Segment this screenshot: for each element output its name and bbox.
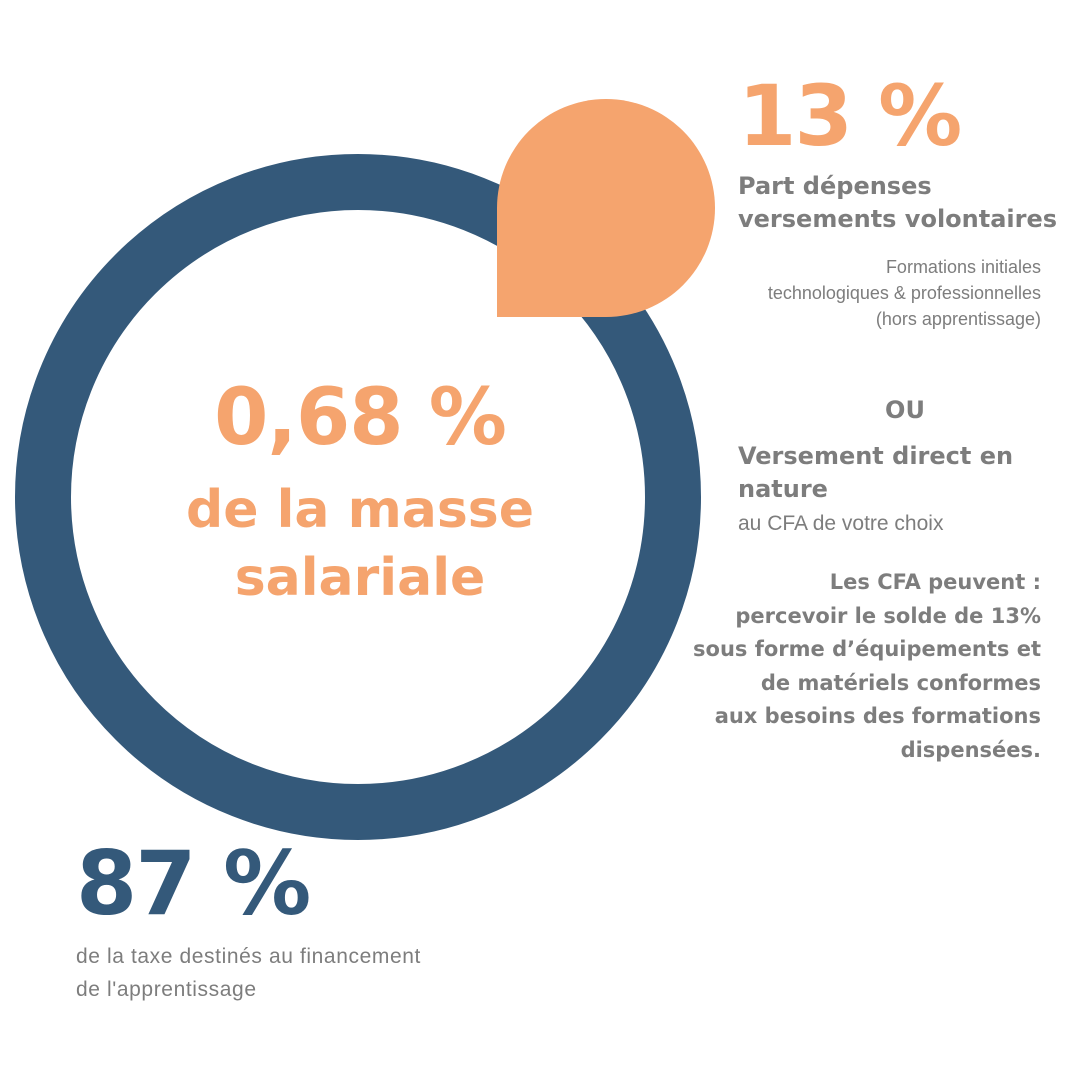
or-separator: OU <box>885 396 925 424</box>
voluntary-share-detail-line-2: technologiques & professionnelles <box>767 283 1041 303</box>
apprenticeship-share-caption-line-1: de la taxe destinés au financement <box>76 945 421 968</box>
voluntary-share-value: 13 % <box>738 67 962 165</box>
cfa-note-line-3: sous forme d’équipements et <box>693 637 1041 661</box>
direct-payment-title: Versement direct en nature <box>738 440 1038 506</box>
voluntary-share-title: Part dépenses versements volontaires <box>738 170 1058 236</box>
tax-rate-caption-line-2: salariale <box>234 548 486 608</box>
tax-rate-caption: de la masse salariale <box>140 476 580 612</box>
tax-rate-caption-line-1: de la masse <box>185 480 535 540</box>
cfa-note-line-4: de matériels conformes <box>760 670 1041 695</box>
cfa-note-line-5: aux besoins des formations <box>714 704 1041 728</box>
voluntary-share-title-line-2: versements volontaires <box>738 205 1058 233</box>
apprenticeship-share-ring <box>15 154 701 840</box>
cfa-note-line-6: dispensées. <box>900 737 1041 762</box>
tax-rate-value: 0,68 % <box>214 373 507 463</box>
direct-payment-title-line-1: Versement direct en <box>738 442 1014 470</box>
cfa-note-line-2: percevoir le solde de 13% <box>735 603 1041 628</box>
cfa-note: Les CFA peuvent : percevoir le solde de … <box>621 566 1041 767</box>
voluntary-share-detail-line-3: (hors apprentissage) <box>875 309 1041 329</box>
apprenticeship-share-caption: de la taxe destinés au financement de l'… <box>76 940 508 1006</box>
direct-payment-title-line-2: nature <box>738 475 828 503</box>
voluntary-share-detail: Formations initiales technologiques & pr… <box>681 254 1041 332</box>
voluntary-share-drop-marker <box>497 99 715 317</box>
voluntary-share-title-line-1: Part dépenses <box>738 172 932 200</box>
apprenticeship-share-caption-line-2: de l'apprentissage <box>76 978 257 1001</box>
direct-payment-subtitle: au CFA de votre choix <box>738 512 944 535</box>
apprenticeship-share-value: 87 % <box>76 832 311 935</box>
voluntary-share-detail-line-1: Formations initiales <box>885 257 1041 277</box>
cfa-note-line-1: Les CFA peuvent : <box>829 570 1041 594</box>
